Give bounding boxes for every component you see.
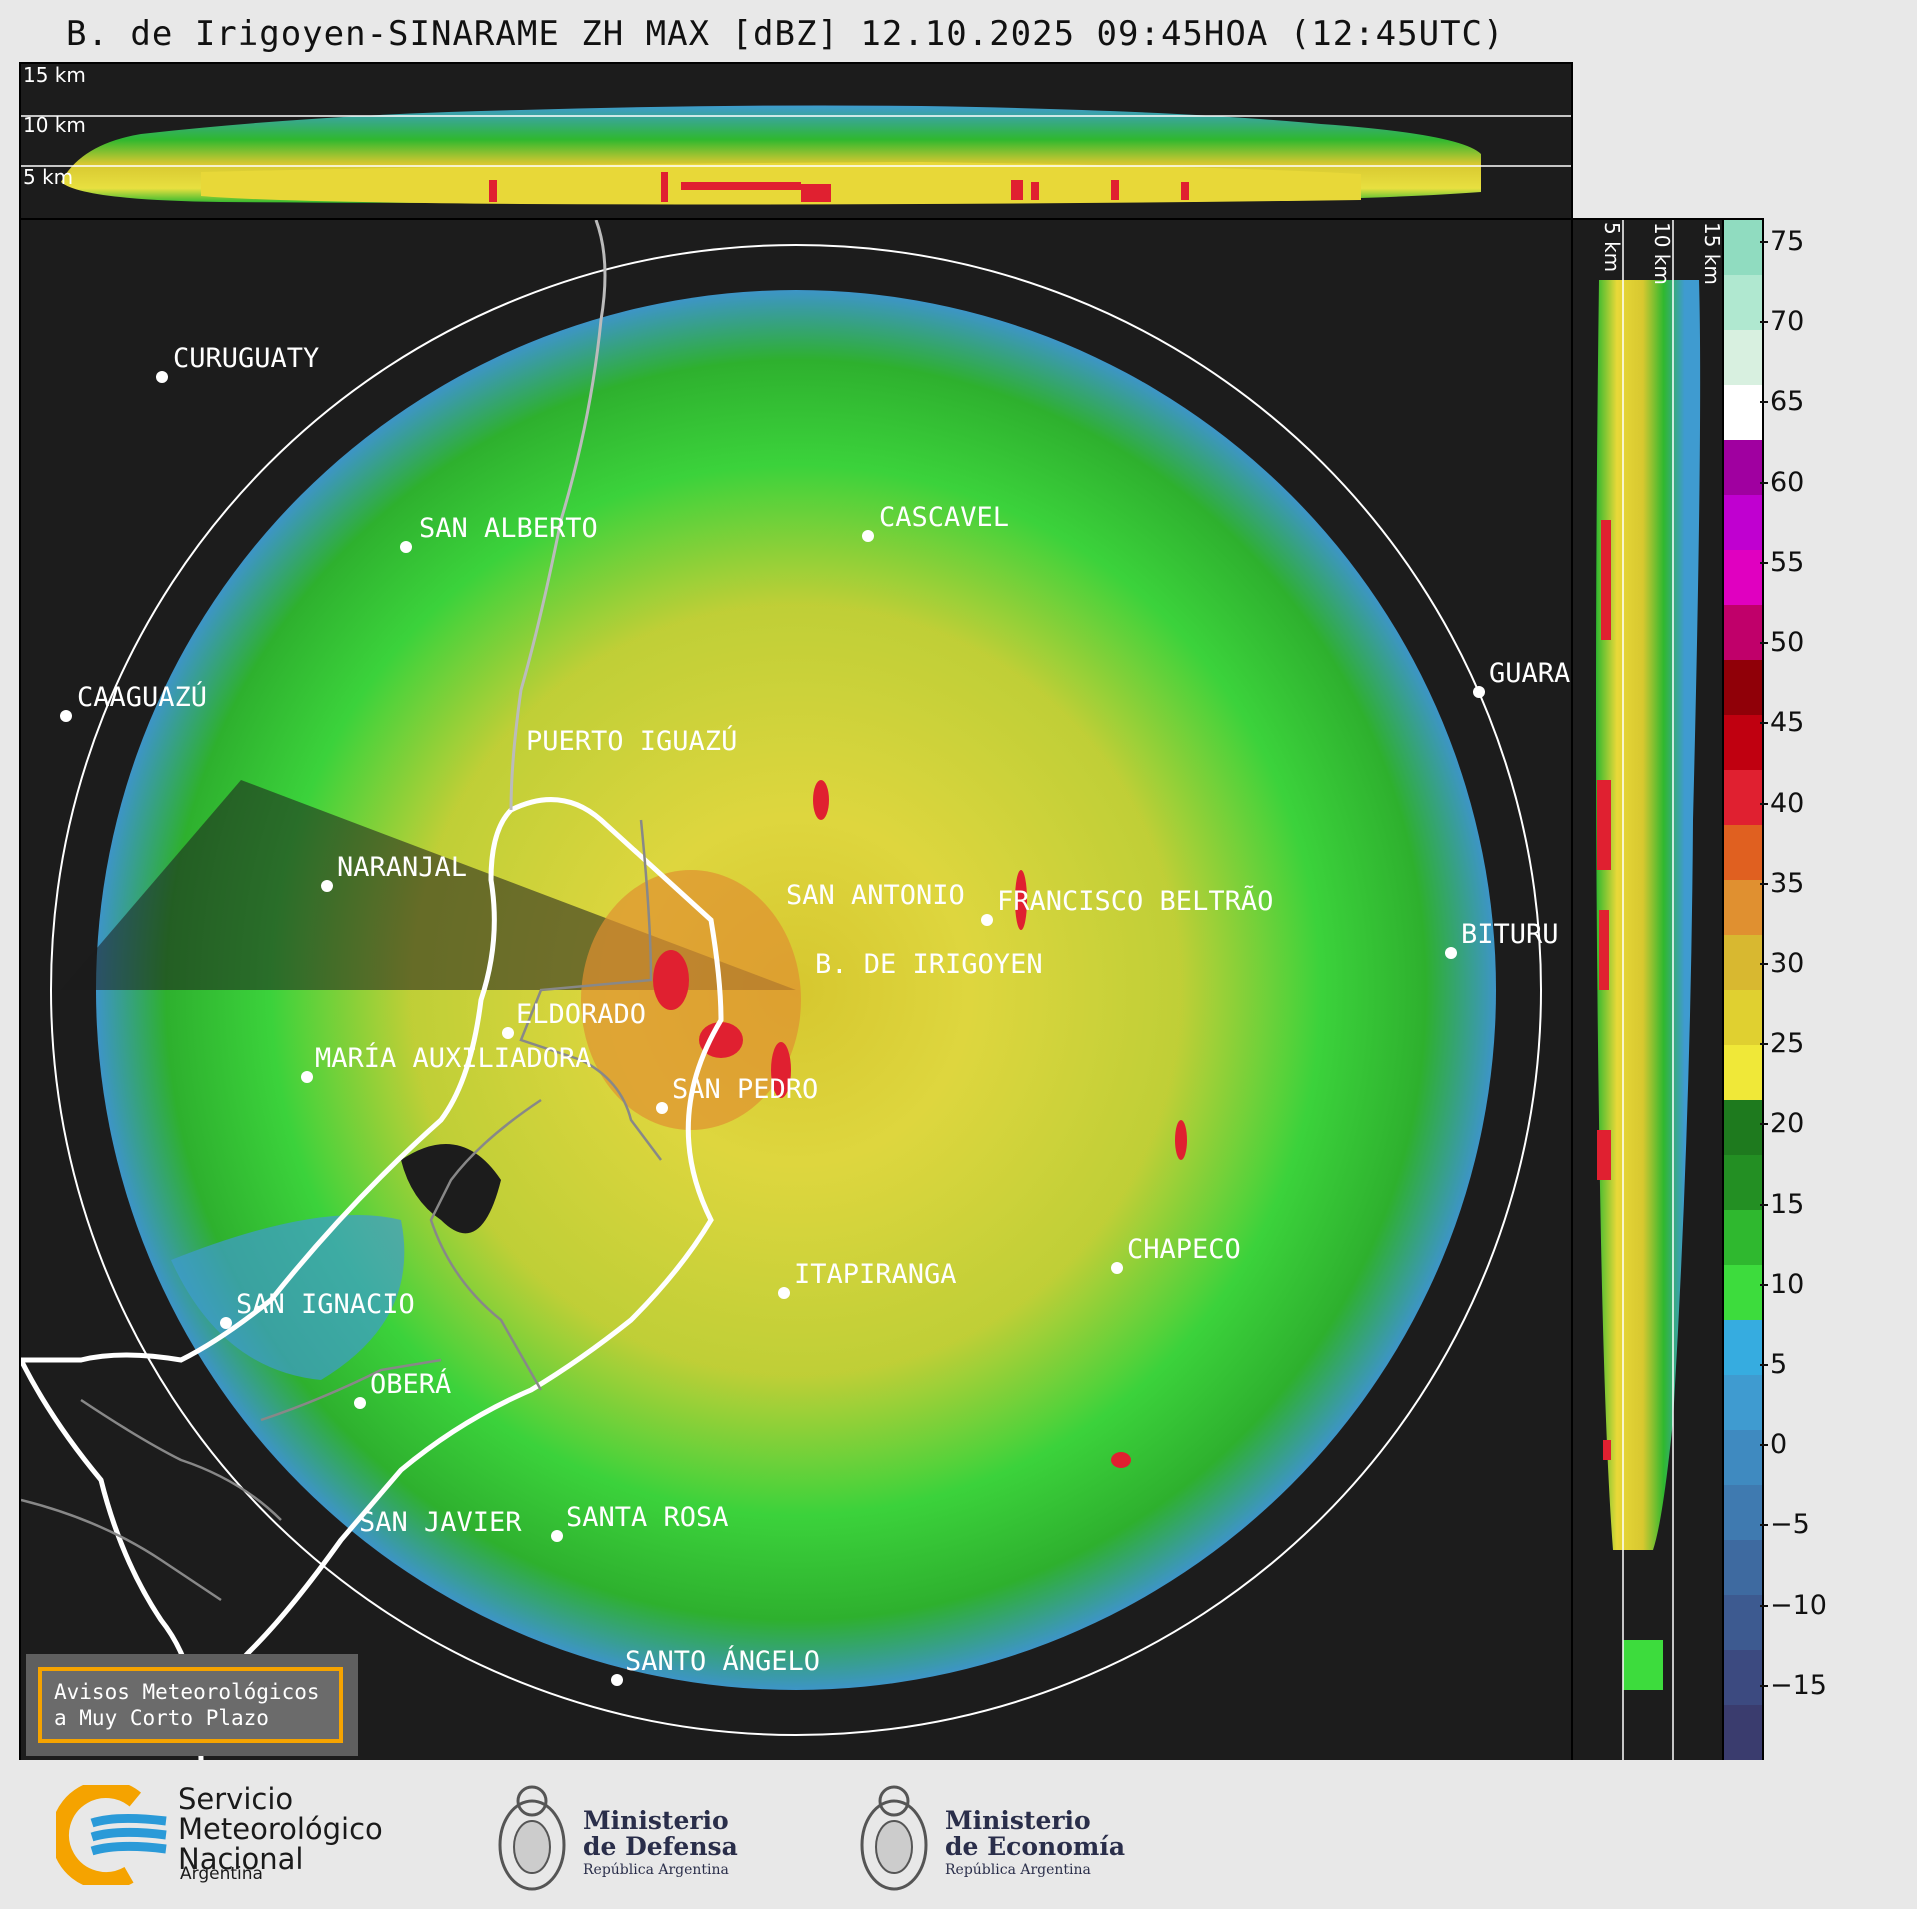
smn-line-3: Nacional bbox=[178, 1842, 304, 1876]
colorbar-tick-mark bbox=[1760, 722, 1768, 725]
defensa-seal-icon bbox=[498, 1785, 566, 1891]
city-label: CURUGUATY bbox=[173, 343, 319, 374]
colorbar-tick-mark bbox=[1760, 1684, 1768, 1687]
footer bbox=[0, 1760, 1917, 1909]
colorbar-tick-mark bbox=[1760, 802, 1768, 805]
city-label: SANTA ROSA bbox=[566, 1502, 729, 1533]
colorbar-tick-label: 50 bbox=[1770, 627, 1805, 659]
smn-line-2: Meteorológico bbox=[178, 1812, 383, 1846]
notice-box[interactable]: Avisos Meteorológicos a Muy Corto Plazo bbox=[38, 1667, 343, 1743]
city-label: SANTO ÁNGELO bbox=[625, 1645, 820, 1677]
city-label: SAN ANTONIO bbox=[786, 880, 965, 911]
colorbar-tick-label: −5 bbox=[1770, 1509, 1810, 1541]
economia-seal-icon bbox=[860, 1785, 928, 1891]
city-label: CAAGUAZÚ bbox=[77, 681, 207, 713]
colorbar-tick-mark bbox=[1760, 1604, 1768, 1607]
city-label: FRANCISCO BELTRÃO bbox=[997, 885, 1273, 917]
colorbar-tick-mark bbox=[1760, 882, 1768, 885]
colorbar-tick-mark bbox=[1760, 962, 1768, 965]
city-label: CHAPECO bbox=[1127, 1234, 1241, 1265]
city-label: SAN IGNACIO bbox=[236, 1289, 415, 1320]
colorbar-tick-mark bbox=[1760, 1524, 1768, 1527]
side-cross-section-svg: 5 km 10 km 15 km bbox=[1596, 220, 1722, 1760]
range-ring bbox=[50, 244, 1542, 1736]
colorbar-tick-mark bbox=[1760, 1444, 1768, 1447]
colorbar-tick-mark bbox=[1760, 561, 1768, 564]
colorbar-tick-label: −10 bbox=[1770, 1589, 1827, 1621]
colorbar-tick-label: 35 bbox=[1770, 867, 1805, 899]
top-label-10km: 10 km bbox=[23, 113, 86, 137]
side-cross-section-panel: 5 km 10 km 15 km bbox=[1571, 218, 1724, 1762]
smn-line-1: Servicio bbox=[178, 1782, 294, 1816]
city-label: SAN PEDRO bbox=[672, 1074, 818, 1105]
city-label: B. DE IRIGOYEN bbox=[815, 949, 1043, 980]
colorbar-tick-label: 0 bbox=[1770, 1429, 1788, 1461]
defensa-line-1: Ministerio bbox=[583, 1806, 729, 1835]
colorbar-tick-mark bbox=[1760, 241, 1768, 244]
smn-logo-subtitle: Argentina bbox=[180, 1864, 263, 1884]
colorbar-tick-mark bbox=[1760, 1043, 1768, 1046]
border-argentina bbox=[21, 797, 724, 1722]
colorbar-tick-label: 60 bbox=[1770, 466, 1805, 498]
colorbar-tick-label: 40 bbox=[1770, 787, 1805, 819]
city-label: CASCAVEL bbox=[879, 502, 1009, 533]
side-label-15km: 15 km bbox=[1700, 222, 1722, 285]
colorbar-tick-label: 65 bbox=[1770, 386, 1805, 418]
top-cross-section-svg: 15 km 10 km 5 km bbox=[21, 64, 1571, 205]
city-label: SAN JAVIER bbox=[359, 1507, 522, 1538]
colorbar-tick-label: 20 bbox=[1770, 1108, 1805, 1140]
colorbar-tick-label: −15 bbox=[1770, 1669, 1827, 1701]
colorbar-tick-label: 30 bbox=[1770, 947, 1805, 979]
city-label: ELDORADO bbox=[516, 999, 646, 1030]
colorbar-tick-label: 25 bbox=[1770, 1028, 1805, 1060]
side-label-10km: 10 km bbox=[1650, 222, 1674, 285]
radar-map-svg: CURUGUATY SAN ALBERTO CASCAVEL CAAGUAZÚ … bbox=[21, 220, 1570, 1760]
top-cross-section-panel: 15 km 10 km 5 km bbox=[19, 62, 1573, 220]
colorbar-tick-mark bbox=[1760, 642, 1768, 645]
colorbar-tick-mark bbox=[1760, 321, 1768, 324]
smn-logo-icon bbox=[56, 1785, 167, 1885]
city-label: NARANJAL bbox=[337, 852, 467, 883]
city-label: GUARA bbox=[1489, 658, 1570, 689]
colorbar-tick-label: 45 bbox=[1770, 707, 1805, 739]
top-label-5km: 5 km bbox=[23, 165, 73, 189]
colorbar-tick-mark bbox=[1760, 1283, 1768, 1286]
city-label: PUERTO IGUAZÚ bbox=[526, 725, 737, 757]
colorbar-tick-label: 55 bbox=[1770, 546, 1805, 578]
notice-line-2: a Muy Corto Plazo bbox=[54, 1706, 269, 1730]
colorbar-tick-mark bbox=[1760, 1123, 1768, 1126]
colorbar-tick-mark bbox=[1760, 481, 1768, 484]
economia-line-1: Ministerio bbox=[945, 1806, 1091, 1835]
defensa-subtitle: República Argentina bbox=[583, 1862, 729, 1878]
colorbar-tick-label: 5 bbox=[1770, 1348, 1788, 1380]
economia-line-2: de Economía bbox=[945, 1832, 1126, 1861]
city-label: MARÍA AUXILIADORA bbox=[315, 1042, 591, 1074]
notice-line-1: Avisos Meteorológicos bbox=[54, 1680, 320, 1704]
colorbar-tick-mark bbox=[1760, 401, 1768, 404]
colorbar-tick-label: 70 bbox=[1770, 306, 1805, 338]
city-label: OBERÁ bbox=[370, 1368, 451, 1400]
side-label-5km: 5 km bbox=[1600, 222, 1624, 272]
city-label: ITAPIRANGA bbox=[794, 1259, 957, 1290]
city-label: SAN ALBERTO bbox=[419, 513, 598, 544]
colorbar-tick-mark bbox=[1760, 1363, 1768, 1366]
colorbar-tick-label: 10 bbox=[1770, 1268, 1805, 1300]
radar-map-panel: CURUGUATY SAN ALBERTO CASCAVEL CAAGUAZÚ … bbox=[19, 218, 1573, 1762]
colorbar-tick-label: 75 bbox=[1770, 226, 1805, 258]
chart-title: B. de Irigoyen-SINARAME ZH MAX [dBZ] 12.… bbox=[66, 14, 1505, 54]
colorbar bbox=[1722, 218, 1764, 1762]
colorbar-tick-label: 15 bbox=[1770, 1188, 1805, 1220]
defensa-line-2: de Defensa bbox=[583, 1832, 738, 1861]
city-label: BITURU bbox=[1461, 919, 1559, 950]
top-label-15km: 15 km bbox=[23, 64, 86, 87]
border-brazil bbox=[509, 220, 607, 811]
chart-title-bar: B. de Irigoyen-SINARAME ZH MAX [dBZ] 12.… bbox=[0, 10, 1917, 60]
smn-logo-text: Servicio Meteorológico Nacional bbox=[178, 1784, 383, 1874]
colorbar-tick-mark bbox=[1760, 1203, 1768, 1206]
economia-subtitle: República Argentina bbox=[945, 1862, 1091, 1878]
